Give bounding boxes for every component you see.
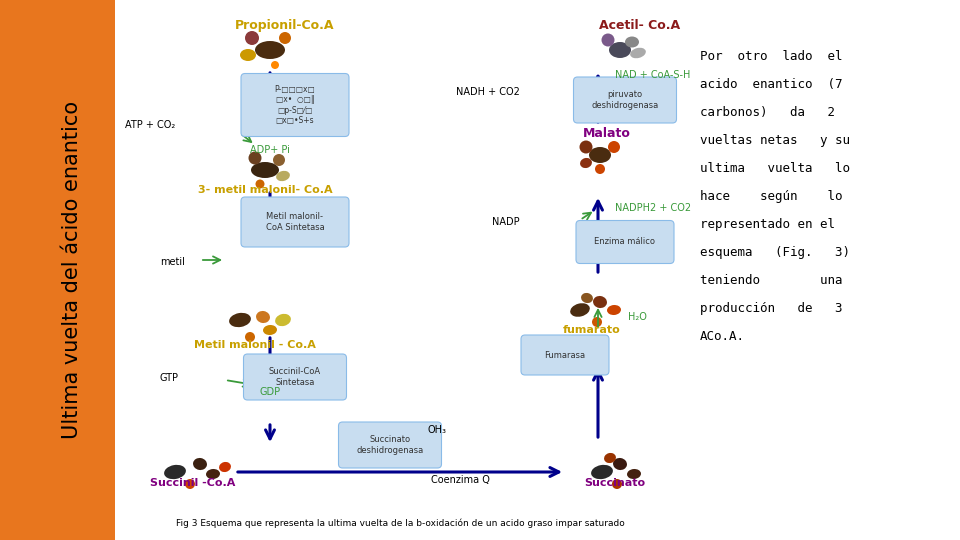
Text: representado en el: representado en el — [700, 218, 835, 231]
Ellipse shape — [604, 453, 616, 463]
Text: ACo.A.: ACo.A. — [700, 330, 745, 343]
Text: NADP: NADP — [492, 217, 520, 227]
Ellipse shape — [255, 179, 265, 188]
Text: 3- metil malonil- Co.A: 3- metil malonil- Co.A — [198, 185, 332, 195]
Ellipse shape — [245, 332, 255, 342]
Ellipse shape — [592, 317, 602, 327]
Ellipse shape — [273, 154, 285, 166]
Text: carbonos)   da   2: carbonos) da 2 — [700, 106, 835, 119]
FancyBboxPatch shape — [241, 73, 349, 137]
Text: Succinato: Succinato — [585, 478, 645, 488]
Text: Fumarasa: Fumarasa — [544, 350, 586, 360]
Ellipse shape — [602, 33, 614, 46]
Text: GTP: GTP — [159, 373, 178, 383]
Ellipse shape — [608, 141, 620, 153]
Text: Metil malonil - Co.A: Metil malonil - Co.A — [194, 340, 316, 350]
Ellipse shape — [251, 162, 279, 178]
Text: H₂O: H₂O — [628, 312, 647, 322]
Ellipse shape — [185, 479, 195, 489]
Ellipse shape — [249, 152, 261, 165]
Ellipse shape — [595, 164, 605, 174]
Ellipse shape — [256, 311, 270, 323]
Ellipse shape — [593, 296, 607, 308]
Text: acido  enantico  (7: acido enantico (7 — [700, 78, 843, 91]
Ellipse shape — [271, 61, 279, 69]
Text: Succinil-CoA
Sintetasa: Succinil-CoA Sintetasa — [269, 367, 321, 387]
Text: esquema   (Fig.   3): esquema (Fig. 3) — [700, 246, 850, 259]
Ellipse shape — [591, 465, 612, 479]
Ellipse shape — [240, 49, 256, 61]
Text: ADP+ Pi: ADP+ Pi — [250, 145, 290, 155]
FancyBboxPatch shape — [241, 197, 349, 247]
Ellipse shape — [607, 305, 621, 315]
Text: Propionil-Co.A: Propionil-Co.A — [235, 19, 335, 32]
Text: hace    según    lo: hace según lo — [700, 190, 843, 203]
Ellipse shape — [164, 465, 186, 479]
FancyBboxPatch shape — [576, 220, 674, 264]
Bar — [0, 0, 115, 540]
FancyBboxPatch shape — [244, 354, 347, 400]
Text: Coenzima Q: Coenzima Q — [431, 475, 490, 485]
Text: ultima   vuelta   lo: ultima vuelta lo — [700, 162, 850, 175]
Text: vueltas netas   y su: vueltas netas y su — [700, 134, 850, 147]
Ellipse shape — [229, 313, 251, 327]
Ellipse shape — [570, 303, 589, 317]
Ellipse shape — [255, 41, 285, 59]
Ellipse shape — [245, 31, 259, 45]
FancyBboxPatch shape — [339, 422, 442, 468]
Text: Ultima vuelta del ácido enantico: Ultima vuelta del ácido enantico — [62, 101, 82, 439]
Text: piruvato
deshidrogenasa: piruvato deshidrogenasa — [591, 90, 659, 110]
FancyBboxPatch shape — [521, 335, 609, 375]
FancyBboxPatch shape — [573, 77, 677, 123]
Text: Malato: Malato — [583, 127, 631, 140]
Ellipse shape — [613, 458, 627, 470]
Text: fumarato: fumarato — [564, 325, 621, 335]
Text: OH₃: OH₃ — [427, 425, 446, 435]
Ellipse shape — [580, 158, 592, 168]
Text: ATP + CO₂: ATP + CO₂ — [125, 120, 175, 130]
Text: GDP: GDP — [260, 387, 281, 397]
Ellipse shape — [630, 48, 646, 58]
Text: Metil malonil-
CoA Sintetasa: Metil malonil- CoA Sintetasa — [266, 212, 324, 232]
Text: NADH + CO2: NADH + CO2 — [456, 87, 520, 97]
Ellipse shape — [276, 314, 291, 326]
Text: teniendo        una: teniendo una — [700, 274, 843, 287]
Text: Enzima málico: Enzima málico — [594, 238, 656, 246]
Text: NAD + CoA-S-H: NAD + CoA-S-H — [615, 70, 690, 80]
Ellipse shape — [581, 293, 593, 303]
Text: Fig 3 Esquema que representa la ultima vuelta de la b-oxidación de un acido gras: Fig 3 Esquema que representa la ultima v… — [176, 518, 624, 528]
Ellipse shape — [580, 140, 592, 153]
Ellipse shape — [276, 171, 290, 181]
Text: Acetil- Co.A: Acetil- Co.A — [599, 19, 681, 32]
Text: NADPH2 + CO2: NADPH2 + CO2 — [615, 203, 691, 213]
Ellipse shape — [612, 479, 622, 489]
Text: Succinil -Co.A: Succinil -Co.A — [151, 478, 236, 488]
Text: metil: metil — [160, 257, 185, 267]
Text: Por  otro  lado  el: Por otro lado el — [700, 50, 843, 63]
Text: Succinato
deshidrogenasa: Succinato deshidrogenasa — [356, 435, 423, 455]
Ellipse shape — [609, 42, 631, 58]
Ellipse shape — [589, 147, 611, 163]
Text: producción   de   3: producción de 3 — [700, 302, 843, 315]
Ellipse shape — [206, 469, 220, 479]
Ellipse shape — [193, 458, 207, 470]
Ellipse shape — [219, 462, 231, 472]
Ellipse shape — [279, 32, 291, 44]
Ellipse shape — [627, 469, 641, 479]
Text: P-□□□x□
□x•  ○□‖
□p-S□⁄□
□x□•S+s: P-□□□x□ □x• ○□‖ □p-S□⁄□ □x□•S+s — [275, 85, 316, 125]
Ellipse shape — [625, 37, 639, 48]
Ellipse shape — [263, 325, 277, 335]
